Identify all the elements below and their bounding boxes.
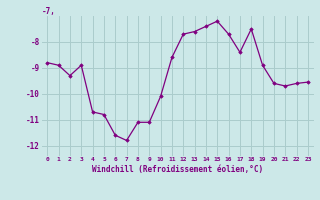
Text: -7,: -7, (42, 7, 55, 16)
X-axis label: Windchill (Refroidissement éolien,°C): Windchill (Refroidissement éolien,°C) (92, 165, 263, 174)
